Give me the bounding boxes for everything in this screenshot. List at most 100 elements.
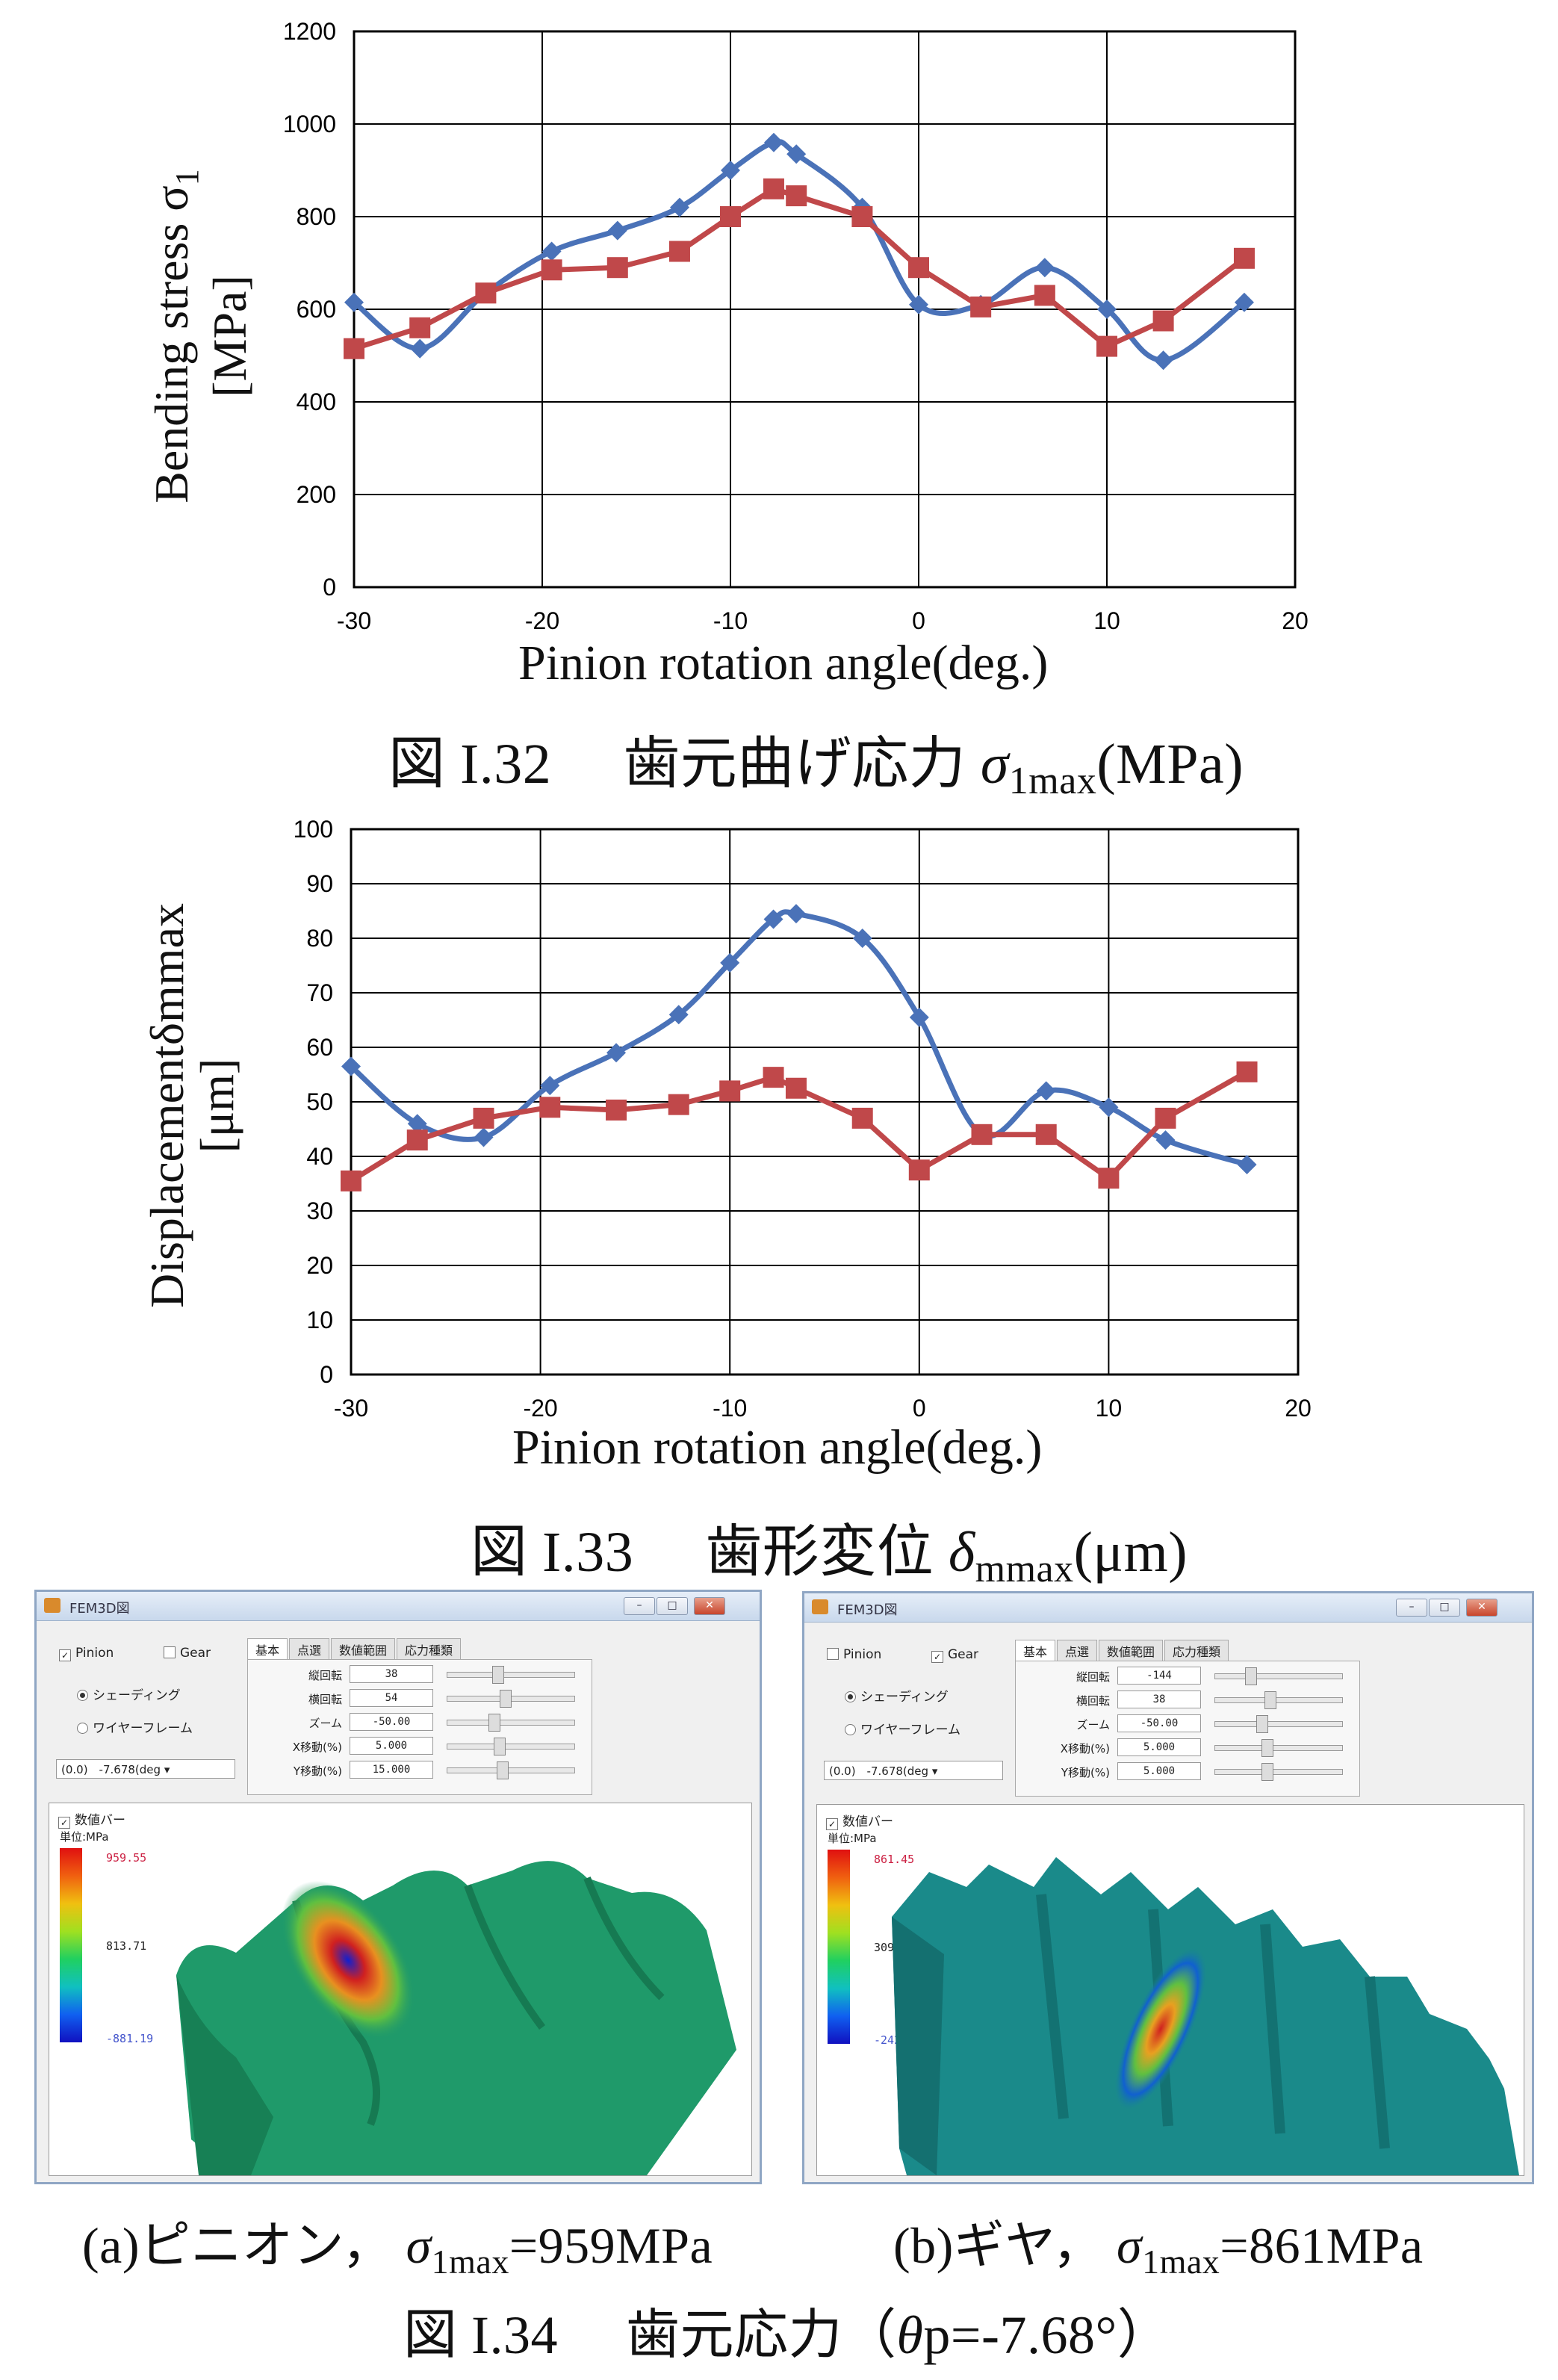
y-tick-label: 80: [306, 925, 333, 952]
param-value[interactable]: 5.000: [1117, 1762, 1201, 1780]
series-line-1: [350, 1069, 1249, 1183]
diamond-marker: [1036, 1081, 1056, 1101]
diamond-marker: [1034, 258, 1055, 278]
diamond-marker: [786, 904, 806, 924]
tab-stress-type[interactable]: 応力種類: [1164, 1640, 1229, 1661]
x-tick-label: 10: [1096, 1395, 1123, 1422]
param-value[interactable]: -50.00: [350, 1713, 433, 1731]
unit-label: 単位:MPa: [60, 1830, 109, 1844]
diamond-marker: [909, 1007, 929, 1027]
tab-basic[interactable]: 基本: [247, 1638, 288, 1660]
tab-range[interactable]: 数値範囲: [331, 1638, 396, 1660]
square-marker: [668, 241, 690, 262]
x-tick-label: -20: [523, 1395, 557, 1422]
param-slider[interactable]: [447, 1738, 575, 1755]
param-slider[interactable]: [1214, 1715, 1343, 1733]
square-marker: [475, 282, 497, 304]
square-marker: [720, 206, 741, 227]
param-value[interactable]: -144: [1117, 1667, 1201, 1685]
close-button[interactable]: ✕: [694, 1597, 725, 1615]
param-value[interactable]: 15.000: [350, 1761, 433, 1779]
square-marker: [851, 206, 873, 227]
wireframe-radio[interactable]: ワイヤーフレーム: [845, 1719, 960, 1738]
pinion-3d-model: [176, 1861, 736, 2175]
diamond-marker: [786, 144, 807, 164]
x-tick-label: 20: [1282, 607, 1309, 634]
color-scale-bar: [828, 1850, 850, 2044]
square-marker: [406, 1129, 428, 1151]
param-slider[interactable]: [1214, 1691, 1343, 1709]
x-tick-label: 20: [1285, 1395, 1312, 1422]
square-marker: [541, 259, 562, 281]
diamond-marker: [341, 1056, 361, 1076]
param-slider[interactable]: [447, 1761, 575, 1779]
maximize-button[interactable]: □: [1429, 1599, 1460, 1617]
y-tick-label: 70: [306, 979, 333, 1006]
param-slider[interactable]: [1214, 1667, 1343, 1685]
figure-32-caption: 図 I.32 歯元曲げ応力 σ1max(MPa): [388, 733, 1244, 802]
param-value[interactable]: -50.00: [1117, 1714, 1201, 1732]
angle-select[interactable]: (0.0) -7.678(deg ▾: [56, 1759, 235, 1779]
param-value[interactable]: 5.000: [350, 1737, 433, 1755]
chart2-x-axis-label: Pinion rotation angle(deg.): [512, 1420, 1043, 1475]
y-tick-label: 60: [306, 1034, 333, 1061]
pinion-checkbox[interactable]: ✓ Pinion: [59, 1646, 114, 1661]
scale-max-value: 959.55: [106, 1851, 147, 1865]
param-slider[interactable]: [447, 1714, 575, 1732]
param-value[interactable]: 5.000: [1117, 1738, 1201, 1756]
param-slider[interactable]: [447, 1690, 575, 1708]
check-icon: ✓: [931, 1651, 943, 1663]
maximize-button[interactable]: □: [657, 1597, 688, 1615]
fem3d-window-pinion: FEM3D図 – □ ✕ ✓ Pinion Gear シェーディング ワイヤーフレ…: [34, 1590, 762, 2184]
diamond-marker: [474, 1127, 494, 1147]
fem3d-window-gear: FEM3D図 – □ ✕ Pinion ✓ Gear シェーディング ワイヤーフレ…: [802, 1591, 1534, 2184]
x-tick-label: -20: [525, 607, 559, 634]
minimize-button[interactable]: –: [1396, 1599, 1427, 1617]
tab-range[interactable]: 数値範囲: [1099, 1640, 1164, 1661]
diamond-marker: [720, 952, 740, 973]
title-bar: FEM3D図 – □ ✕: [804, 1593, 1532, 1623]
tab-stress-type[interactable]: 応力種類: [397, 1638, 462, 1660]
diamond-marker: [763, 132, 783, 152]
chart1-y-axis-label: Bending stress σ1 [MPa]: [145, 169, 256, 503]
radio-icon: [845, 1724, 856, 1735]
param-value[interactable]: 38: [350, 1665, 433, 1683]
fem-viewport[interactable]: ✓ 数値バー 単位:MPa 959.55 813.71 -881.19: [49, 1803, 752, 2176]
tab-point[interactable]: 点選: [289, 1638, 330, 1660]
tab-bar: 基本 点選 数値範囲 応力種類: [247, 1638, 462, 1660]
y-tick-label: 20: [306, 1252, 333, 1279]
y-tick-label: 200: [297, 481, 336, 508]
y-tick-label: 100: [294, 816, 333, 843]
param-slider[interactable]: [1214, 1739, 1343, 1757]
shading-radio[interactable]: シェーディング: [77, 1685, 181, 1703]
window-title: FEM3D図: [837, 1602, 898, 1618]
value-bar-checkbox[interactable]: ✓ 数値バー: [826, 1811, 893, 1830]
value-bar-checkbox[interactable]: ✓ 数値バー: [58, 1809, 125, 1829]
diamond-marker: [540, 1076, 560, 1096]
square-marker: [606, 1099, 627, 1121]
param-slider[interactable]: [1214, 1763, 1343, 1781]
shading-radio[interactable]: シェーディング: [845, 1686, 949, 1705]
tab-basic[interactable]: 基本: [1015, 1640, 1056, 1661]
close-button[interactable]: ✕: [1466, 1599, 1498, 1617]
square-marker: [344, 338, 364, 359]
param-value[interactable]: 38: [1117, 1691, 1201, 1708]
window-title: FEM3D図: [69, 1601, 130, 1617]
gear-checkbox[interactable]: ✓ Gear: [931, 1647, 978, 1663]
minimize-button[interactable]: –: [624, 1597, 655, 1615]
gear-checkbox[interactable]: Gear: [164, 1646, 211, 1661]
x-tick-label: 10: [1093, 607, 1120, 634]
radio-icon: [77, 1723, 88, 1734]
param-value[interactable]: 54: [350, 1689, 433, 1707]
tab-point[interactable]: 点選: [1057, 1640, 1098, 1661]
pinion-checkbox[interactable]: Pinion: [827, 1647, 881, 1662]
fem-viewport[interactable]: ✓数値バー 単位:MPa 861.45 309.35 -242.75: [816, 1804, 1524, 2176]
square-marker: [763, 178, 784, 199]
angle-select[interactable]: (0.0) -7.678(deg ▾: [824, 1761, 1003, 1780]
square-marker: [763, 1067, 784, 1088]
diamond-marker: [971, 294, 991, 314]
figure-34-caption: 図 I.34 歯元応力（θp=-7.68°）: [403, 2305, 1172, 2365]
param-slider[interactable]: [447, 1666, 575, 1684]
square-marker: [1152, 310, 1174, 332]
wireframe-radio[interactable]: ワイヤーフレーム: [77, 1717, 193, 1736]
